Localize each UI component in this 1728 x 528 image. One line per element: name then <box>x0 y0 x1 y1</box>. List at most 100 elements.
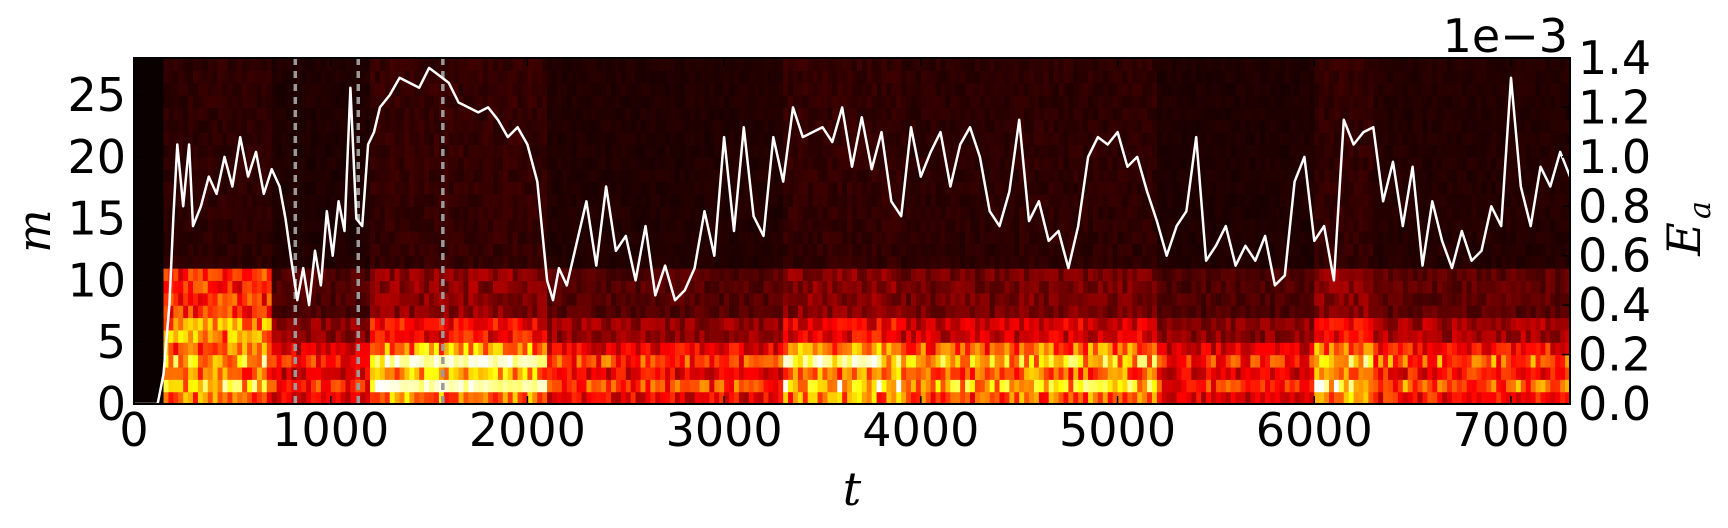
heatmap-cell <box>448 193 455 207</box>
heatmap-cell <box>404 292 410 306</box>
heatmap-cell <box>207 206 214 220</box>
heatmap-cell <box>271 144 278 158</box>
heatmap-cell <box>183 317 189 331</box>
heatmap-cell <box>463 82 470 96</box>
heatmap-cell <box>906 218 912 232</box>
heatmap-cell <box>335 144 342 158</box>
heatmap-cell <box>502 317 509 331</box>
heatmap-cell <box>552 243 558 257</box>
heatmap-cell <box>384 292 391 306</box>
heatmap-cell <box>232 218 238 232</box>
heatmap-cell <box>920 193 927 207</box>
heatmap-cell <box>630 107 637 121</box>
heatmap-cell <box>970 317 976 331</box>
heatmap-cell <box>620 95 627 109</box>
heatmap-cell <box>842 181 848 195</box>
heatmap-cell <box>202 82 209 96</box>
heatmap-cell <box>748 95 755 109</box>
heatmap-cell <box>611 119 617 133</box>
heatmap-cell <box>660 305 666 319</box>
heatmap-cell <box>355 268 361 282</box>
heatmap-cell <box>817 119 824 133</box>
heatmap-cell <box>527 305 533 319</box>
heatmap-cell <box>670 58 676 71</box>
heatmap-cell <box>920 329 927 343</box>
heatmap-cell <box>134 391 140 404</box>
heatmap-cell <box>429 268 435 282</box>
heatmap-cell <box>901 132 907 146</box>
heatmap-cell <box>306 354 312 368</box>
heatmap-cell <box>345 255 351 269</box>
heatmap-cell <box>640 132 647 146</box>
heatmap-cell <box>719 391 725 404</box>
heatmap-cell <box>724 144 730 158</box>
heatmap-cell <box>143 243 150 257</box>
heatmap-cell <box>674 144 681 158</box>
heatmap-cell <box>645 329 651 343</box>
heatmap-cell <box>188 255 194 269</box>
heatmap-cell <box>802 156 809 170</box>
heatmap-cell <box>473 379 479 393</box>
heatmap-cell <box>876 156 883 170</box>
heatmap-cell <box>709 70 715 84</box>
heatmap-cell <box>738 305 745 319</box>
heatmap-cell <box>286 218 292 232</box>
heatmap-cell <box>719 132 725 146</box>
heatmap-cell <box>571 218 578 232</box>
heatmap-cell <box>389 181 396 195</box>
heatmap-cell <box>552 132 558 146</box>
heatmap-cell <box>645 305 651 319</box>
heatmap-cell <box>148 218 155 232</box>
heatmap-cell <box>350 379 356 393</box>
heatmap-cell <box>188 82 194 96</box>
heatmap-cell <box>207 181 214 195</box>
heatmap-cell <box>704 231 710 244</box>
heatmap-cell <box>940 82 947 96</box>
heatmap-cell <box>414 342 420 356</box>
heatmap-cell <box>276 206 283 220</box>
heatmap-cell <box>566 243 573 257</box>
heatmap-cell <box>866 243 873 257</box>
heatmap-cell <box>591 132 597 146</box>
heatmap-cell <box>424 280 430 294</box>
heatmap-cell <box>340 305 347 319</box>
heatmap-cell <box>566 379 573 393</box>
heatmap-cell <box>552 95 558 109</box>
heatmap-cell <box>620 329 627 343</box>
heatmap-cell <box>925 329 932 343</box>
heatmap-cell <box>483 144 489 158</box>
heatmap-cell <box>266 379 273 393</box>
heatmap-cell <box>350 366 356 380</box>
heatmap-cell <box>660 218 666 232</box>
heatmap-cell <box>925 354 932 368</box>
heatmap-cell <box>183 119 189 133</box>
heatmap-cell <box>419 268 425 282</box>
heatmap-cell <box>502 119 509 133</box>
heatmap-cell <box>822 218 829 232</box>
heatmap-cell <box>478 82 484 96</box>
heatmap-cell <box>433 379 440 393</box>
heatmap-cell <box>552 268 558 282</box>
heatmap-cell <box>989 268 996 282</box>
heatmap-cell <box>615 292 622 306</box>
heatmap-cell <box>778 243 784 257</box>
heatmap-cell <box>768 218 774 232</box>
heatmap-cell <box>704 181 710 195</box>
heatmap-cell <box>547 218 553 232</box>
heatmap-cell <box>699 329 706 343</box>
heatmap-cell <box>478 354 484 368</box>
heatmap-cell <box>527 95 533 109</box>
heatmap-cell <box>955 366 961 380</box>
heatmap-cell <box>748 107 755 121</box>
heatmap-cell <box>792 268 799 282</box>
heatmap-cell <box>497 58 504 71</box>
heatmap-cell <box>812 95 819 109</box>
heatmap-cell <box>817 292 824 306</box>
heatmap-cell <box>163 305 170 319</box>
heatmap-cell <box>940 58 947 71</box>
heatmap-cell <box>984 280 991 294</box>
heatmap-cell <box>719 292 725 306</box>
heatmap-cell <box>370 243 376 257</box>
heatmap-cell <box>586 119 592 133</box>
heatmap-cell <box>389 354 396 368</box>
